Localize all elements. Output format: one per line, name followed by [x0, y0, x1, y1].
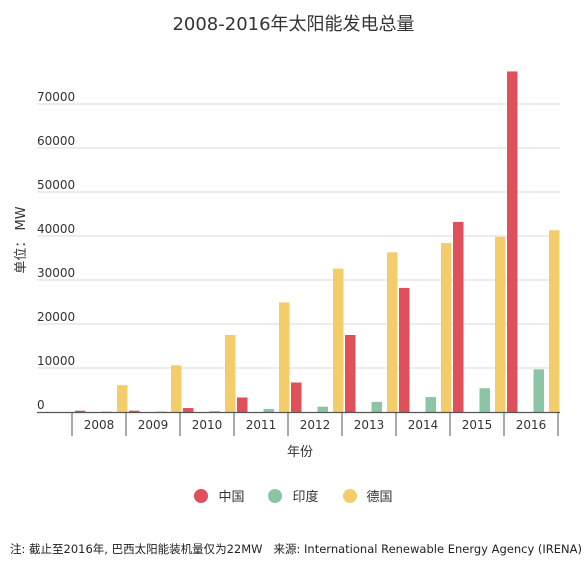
legend-item: 德国 — [342, 486, 393, 505]
y-tick-label: 60000 — [37, 134, 75, 148]
bar-德国-2011 — [279, 302, 290, 412]
x-tick-label: 2011 — [246, 418, 277, 432]
legend-item: 印度 — [268, 486, 319, 505]
y-tick-label: 30000 — [37, 266, 75, 280]
bar-印度-2010 — [209, 411, 220, 412]
x-tick-label: 2012 — [300, 418, 331, 432]
bar-中国-2012 — [291, 382, 302, 412]
x-tick-label: 2010 — [192, 418, 223, 432]
bar-中国-2008 — [75, 410, 86, 412]
gridlines: 0 10000 20000 30000 40000 50000 60000 70000 — [37, 90, 560, 412]
bar-德国-2008 — [117, 385, 128, 412]
bar-中国-2015 — [453, 221, 464, 412]
legend: 中国 印度 德国 — [0, 486, 587, 505]
footnote-source: 来源: International Renewable Energy Agenc… — [273, 542, 583, 556]
x-axis-title: 年份 — [287, 445, 313, 460]
bar-印度-2012 — [317, 406, 328, 412]
bar-中国-2014 — [399, 287, 410, 412]
y-tick-label: 70000 — [37, 90, 75, 104]
bar-德国-2016 — [549, 230, 560, 412]
y-tick-label: 40000 — [37, 222, 75, 236]
y-tick-label: 10000 — [37, 354, 75, 368]
bar-印度-2011 — [263, 408, 274, 412]
bar-印度-2014 — [425, 397, 436, 412]
bar-印度-2013 — [371, 401, 382, 412]
bar-德国-2013 — [387, 252, 398, 412]
legend-label: 德国 — [366, 490, 393, 505]
legend-swatch — [194, 488, 209, 503]
bar-印度-2016 — [533, 369, 544, 412]
y-tick-label: 20000 — [37, 310, 75, 324]
x-tick-label: 2014 — [408, 418, 439, 432]
bar-中国-2016 — [507, 71, 518, 412]
bar-中国-2011 — [237, 397, 248, 412]
legend-swatch — [342, 488, 357, 503]
x-tick-label: 2008 — [84, 418, 115, 432]
x-tick-label: 2015 — [462, 418, 493, 432]
x-tick-label: 2013 — [354, 418, 385, 432]
legend-label: 中国 — [218, 490, 245, 505]
bar-德国-2010 — [225, 335, 236, 412]
footnote-note: 注: 截止至2016年, 巴西太阳能装机量仅为22MW — [10, 542, 263, 556]
legend-swatch — [268, 488, 283, 503]
bar-印度-2015 — [479, 388, 490, 412]
bar-中国-2013 — [345, 335, 356, 412]
chart-title: 2008-2016年太阳能发电总量 — [172, 14, 415, 35]
footnote: 注: 截止至2016年, 巴西太阳能装机量仅为22MW 来源: Internat… — [10, 541, 582, 557]
y-axis-title: 单位： MW — [14, 206, 29, 273]
x-tick-label: 2009 — [138, 418, 169, 432]
bar-中国-2009 — [129, 410, 140, 412]
bar-德国-2009 — [171, 365, 182, 412]
bar-德国-2012 — [333, 268, 344, 412]
bar-中国-2010 — [183, 408, 194, 412]
bar-德国-2015 — [495, 236, 506, 412]
x-tick-label: 2016 — [516, 418, 547, 432]
legend-label: 印度 — [292, 490, 319, 505]
legend-item: 中国 — [194, 486, 244, 505]
bar-德国-2014 — [441, 243, 452, 412]
axes: 2008 2009 2010 2011 2012 2013 2014 2015 2016 — [37, 411, 560, 436]
bars — [75, 71, 560, 412]
y-tick-label: 0 — [37, 398, 45, 412]
y-tick-label: 50000 — [37, 178, 75, 192]
